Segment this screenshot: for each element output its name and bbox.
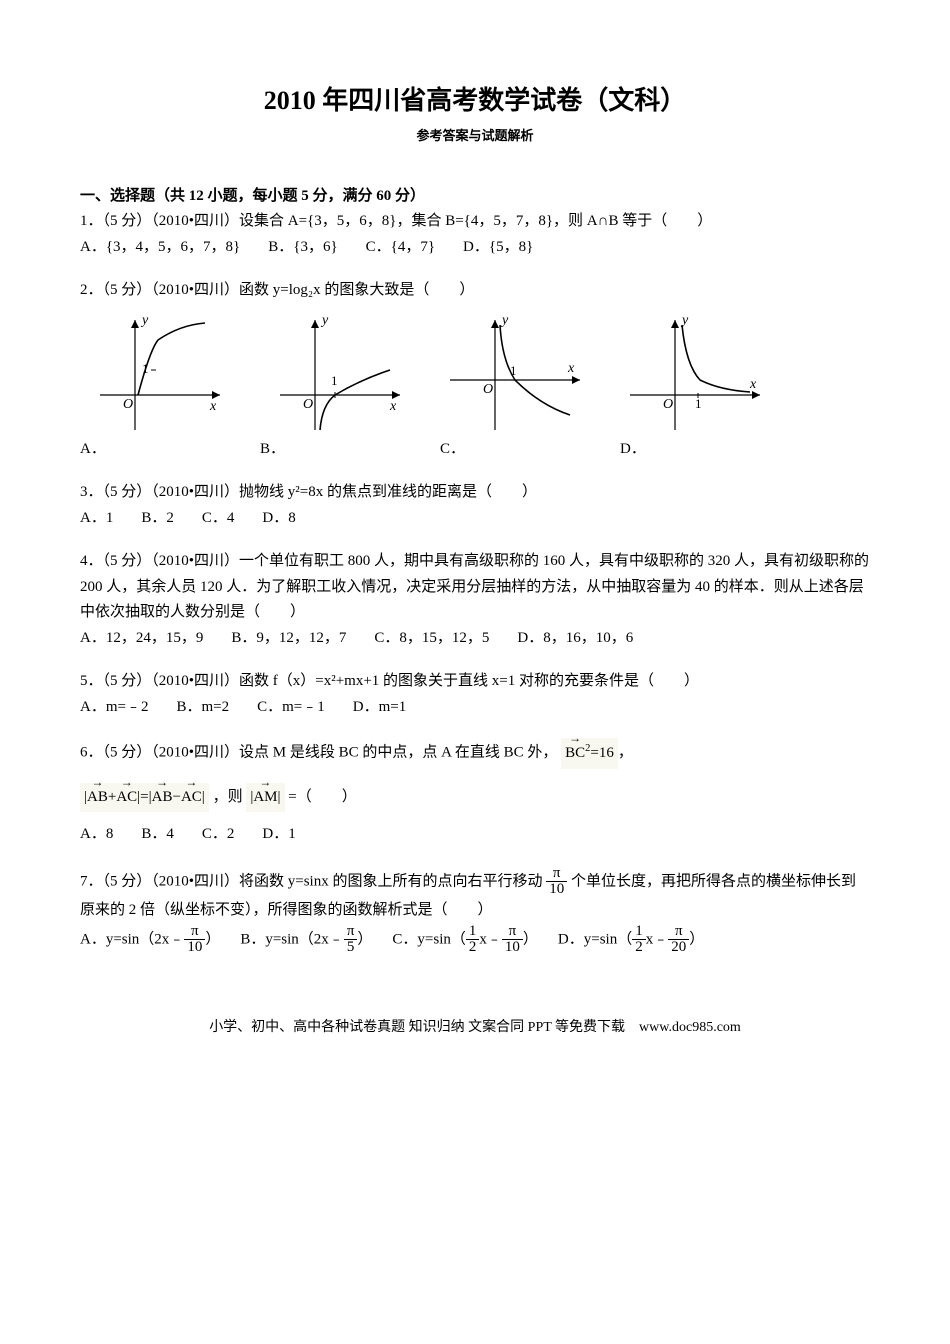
q6-tail: =（ ）	[288, 789, 356, 805]
q6-opt-c: C．2	[202, 822, 235, 848]
q4-opt-d: D．8，16，10，6	[517, 626, 633, 652]
question-3: 3．（5 分）（2010•四川）抛物线 y²=8x 的焦点到准线的距离是（ ） …	[80, 480, 870, 531]
q7-stem-a: 7．（5 分）（2010•四川）将函数 y=sinx 的图象上所有的点向右平行移…	[80, 873, 542, 889]
q6-options: A．8 B．4 C．2 D．1	[80, 822, 870, 848]
q5-opt-d: D．m=1	[353, 695, 406, 721]
svg-text:x: x	[389, 399, 397, 414]
question-7: 7．（5 分）（2010•四川）将函数 y=sinx 的图象上所有的点向右平行移…	[80, 866, 870, 957]
svg-text:1: 1	[331, 373, 338, 388]
q2-graphs: 1 O x y A． 1 O x	[80, 310, 870, 463]
q6-bc2: BC2=16	[561, 738, 618, 769]
graph-d-svg: 1 O x y	[620, 310, 770, 435]
svg-text:O: O	[303, 397, 313, 412]
q3-opt-b: B．2	[141, 506, 174, 532]
svg-text:1: 1	[142, 361, 149, 376]
q4-opt-b: B．9，12，12，7	[231, 626, 346, 652]
q7-opt-d: D．y=sin（12x﹣π20）	[558, 924, 704, 957]
q6-opt-b: B．4	[141, 822, 174, 848]
page-footer: 小学、初中、高中各种试卷真题 知识归纳 文案合同 PPT 等免费下载 www.d…	[80, 1016, 870, 1036]
svg-text:1: 1	[510, 363, 517, 378]
doc-subtitle: 参考答案与试题解析	[80, 125, 870, 144]
q2-label-b: B．	[260, 437, 285, 463]
q7-stem: 7．（5 分）（2010•四川）将函数 y=sinx 的图象上所有的点向右平行移…	[80, 866, 870, 924]
q2-graph-a: 1 O x y A．	[80, 310, 230, 463]
q6-opt-a: A．8	[80, 822, 113, 848]
svg-text:y: y	[320, 313, 329, 328]
q7-opt-a: A．y=sin（2x﹣π10）	[80, 924, 220, 957]
q4-opt-c: C．8，15，12，5	[374, 626, 489, 652]
q6-line1: 6．（5 分）（2010•四川）设点 M 是线段 BC 的中点，点 A 在直线 …	[80, 738, 870, 769]
svg-text:O: O	[483, 382, 493, 397]
svg-text:y: y	[500, 313, 509, 328]
q2-label-a: A．	[80, 437, 106, 463]
q5-stem: 5．（5 分）（2010•四川）函数 f（x）=x²+mx+1 的图象关于直线 …	[80, 669, 870, 695]
q2-graph-b: 1 O x y B．	[260, 310, 410, 463]
q4-options: A．12，24，15，9 B．9，12，12，7 C．8，15，12，5 D．8…	[80, 626, 870, 652]
q6-then: ，则	[213, 789, 243, 805]
svg-text:x: x	[567, 361, 575, 376]
question-5: 5．（5 分）（2010•四川）函数 f（x）=x²+mx+1 的图象关于直线 …	[80, 669, 870, 720]
svg-text:y: y	[680, 313, 689, 328]
q2-graph-d: 1 O x y D．	[620, 310, 770, 463]
q2-graph-c: 1 O x y C．	[440, 310, 590, 463]
section-1-heading: 一、选择题（共 12 小题，每小题 5 分，满分 60 分）	[80, 184, 870, 205]
q4-stem: 4．（5 分）（2010•四川）一个单位有职工 800 人，期中具有高级职称的 …	[80, 549, 870, 626]
q6-left-expr: |AB+AC|=|AB−AC|	[80, 783, 209, 813]
q1-stem: 1．（5 分）（2010•四川）设集合 A={3，5，6，8}，集合 B={4，…	[80, 209, 870, 235]
q1-opt-b: B．{3，6}	[268, 235, 337, 261]
question-4: 4．（5 分）（2010•四川）一个单位有职工 800 人，期中具有高级职称的 …	[80, 549, 870, 651]
q1-options: A．{3，4，5，6，7，8} B．{3，6} C．{4，7} D．{5，8}	[80, 235, 870, 261]
question-2: 2．（5 分）（2010•四川）函数 y=log₂x 的图象大致是（ ） 1 O…	[80, 278, 870, 462]
q6-stem-a: 6．（5 分）（2010•四川）设点 M 是线段 BC 的中点，点 A 在直线 …	[80, 745, 557, 761]
q3-opt-c: C．4	[202, 506, 235, 532]
q4-opt-a: A．12，24，15，9	[80, 626, 203, 652]
page: 2010 年四川省高考数学试卷（文科） 参考答案与试题解析 一、选择题（共 12…	[80, 0, 870, 1076]
graph-a-svg: 1 O x y	[80, 310, 230, 435]
q7-frac-pi10: π10	[546, 866, 567, 899]
svg-text:O: O	[123, 397, 133, 412]
q3-stem: 3．（5 分）（2010•四川）抛物线 y²=8x 的焦点到准线的距离是（ ）	[80, 480, 870, 506]
graph-c-svg: 1 O x y	[440, 310, 590, 435]
q2-stem: 2．（5 分）（2010•四川）函数 y=log₂x 的图象大致是（ ）	[80, 278, 870, 304]
q3-options: A．1 B．2 C．4 D．8	[80, 506, 870, 532]
q5-options: A．m=﹣2 B．m=2 C．m=﹣1 D．m=1	[80, 695, 870, 721]
svg-text:x: x	[749, 377, 757, 392]
svg-text:y: y	[140, 313, 149, 328]
question-6: 6．（5 分）（2010•四川）设点 M 是线段 BC 的中点，点 A 在直线 …	[80, 738, 870, 848]
q6-am: |AM|	[246, 783, 284, 813]
q6-line2: |AB+AC|=|AB−AC| ，则 |AM| =（ ）	[80, 783, 870, 813]
q5-opt-a: A．m=﹣2	[80, 695, 148, 721]
q7-opt-c: C．y=sin（12x﹣π10）	[392, 924, 538, 957]
q2-label-c: C．	[440, 437, 465, 463]
svg-text:1: 1	[695, 396, 702, 411]
q1-opt-d: D．{5，8}	[463, 235, 533, 261]
q1-opt-c: C．{4，7}	[366, 235, 435, 261]
q6-opt-d: D．1	[262, 822, 295, 848]
q7-options: A．y=sin（2x﹣π10） B．y=sin（2x﹣π5） C．y=sin（1…	[80, 924, 870, 957]
q7-opt-b: B．y=sin（2x﹣π5）	[240, 924, 372, 957]
svg-text:x: x	[209, 399, 217, 414]
q2-label-d: D．	[620, 437, 646, 463]
q3-opt-a: A．1	[80, 506, 113, 532]
question-1: 1．（5 分）（2010•四川）设集合 A={3，5，6，8}，集合 B={4，…	[80, 209, 870, 260]
q3-opt-d: D．8	[262, 506, 295, 532]
doc-title: 2010 年四川省高考数学试卷（文科）	[80, 80, 870, 117]
q5-opt-c: C．m=﹣1	[257, 695, 325, 721]
graph-b-svg: 1 O x y	[260, 310, 410, 435]
q1-opt-a: A．{3，4，5，6，7，8}	[80, 235, 240, 261]
svg-text:O: O	[663, 397, 673, 412]
q5-opt-b: B．m=2	[176, 695, 229, 721]
